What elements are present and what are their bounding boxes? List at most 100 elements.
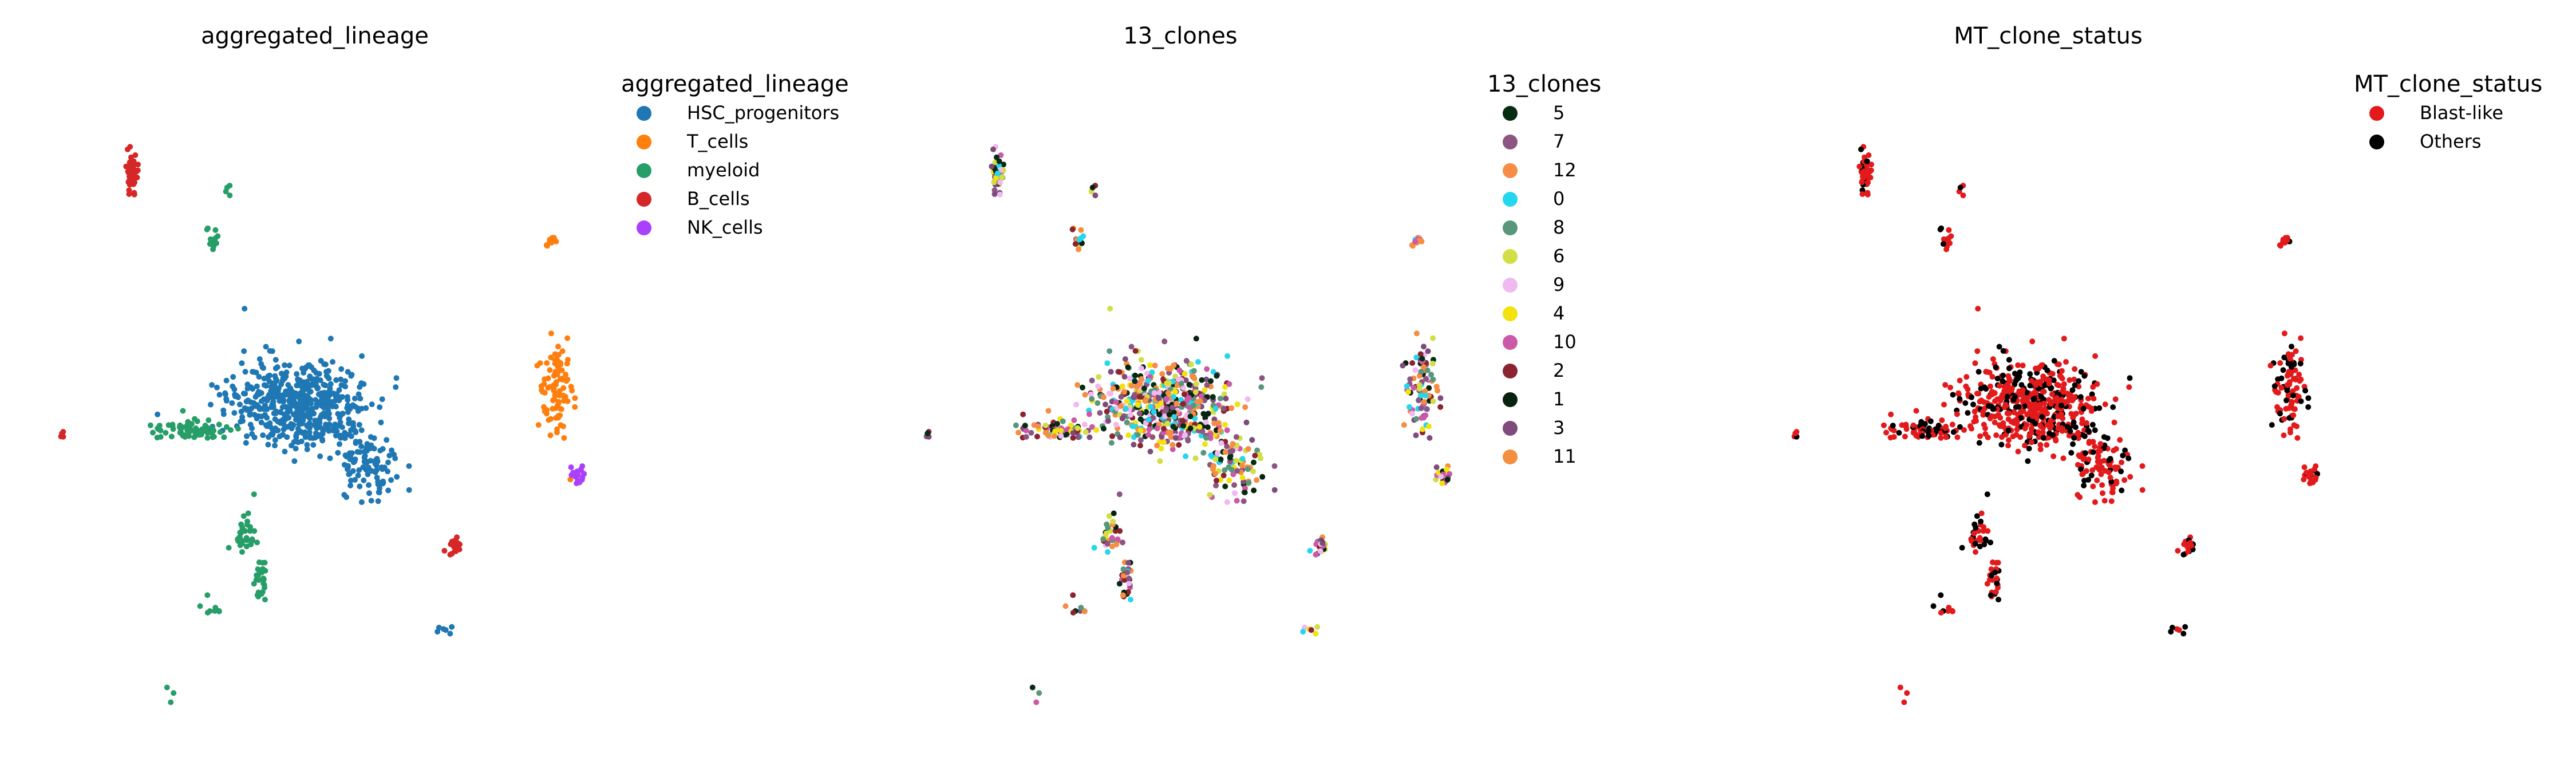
scatter-point (2121, 477, 2128, 483)
scatter-point (1175, 376, 1182, 382)
scatter-point (299, 420, 305, 427)
scatter-point (1938, 592, 1944, 598)
scatter-point (2037, 441, 2044, 448)
scatter-point (1902, 433, 1908, 440)
scatter-point (2034, 412, 2040, 418)
scatter-point (228, 427, 234, 433)
scatter-point (356, 467, 362, 474)
scatter-point (2030, 413, 2036, 419)
scatter-point (1152, 362, 1158, 369)
scatter-point (1218, 456, 1224, 463)
scatter-point (214, 384, 220, 391)
scatter-point (1170, 424, 1176, 430)
scatter-point (361, 455, 368, 461)
scatter-point (325, 403, 331, 409)
scatter-point (2122, 447, 2128, 453)
scatter-point (579, 476, 585, 483)
scatter-point (1124, 569, 1131, 575)
scatter-point (994, 170, 1001, 176)
scatter-point (554, 356, 560, 362)
scatter-point (2107, 475, 2113, 481)
scatter-point (2061, 381, 2067, 387)
scatter-point (297, 413, 303, 419)
scatter-point (224, 184, 230, 191)
scatter-point (1996, 597, 2001, 603)
scatter-point (2080, 456, 2087, 462)
scatter-point (2107, 462, 2113, 468)
scatter-point (238, 408, 244, 415)
scatter-point (369, 401, 375, 408)
legend-label: 7 (1553, 131, 1564, 152)
scatter-point (211, 236, 217, 243)
scatter-point (239, 549, 245, 555)
scatter-point (346, 416, 352, 423)
scatter-point (230, 374, 236, 380)
scatter-point (1211, 416, 1218, 423)
scatter-point (320, 395, 326, 401)
scatter-point (1949, 421, 1955, 428)
scatter-point (2273, 389, 2279, 395)
panel-13-clones: 13_clones 13_clones 5 7 12 0 8 6 9 4 10 2 1 3 11 (923, 23, 1601, 705)
scatter-point (449, 624, 455, 630)
scatter-point (1984, 491, 1990, 498)
scatter-point (1208, 452, 1214, 459)
scatter-point (1913, 408, 1919, 414)
scatter-point (1307, 547, 1313, 554)
scatter-point (378, 419, 384, 425)
scatter-point (2082, 450, 2088, 456)
scatter-point (260, 575, 267, 582)
scatter-point (329, 399, 335, 405)
scatter-point (1138, 357, 1144, 363)
scatter-point (1437, 395, 1444, 401)
scatter-point (2101, 458, 2107, 464)
scatter-point (2281, 354, 2287, 361)
scatter-point (535, 422, 542, 428)
scatter-point (1412, 239, 1419, 245)
scatter-point (1097, 410, 1103, 416)
scatter-point (286, 390, 292, 396)
scatter-point (548, 330, 554, 337)
scatter-point (1162, 413, 1168, 419)
scatter-point (2294, 435, 2301, 441)
scatter-point (194, 418, 200, 424)
scatter-point (135, 161, 141, 168)
scatter-point (223, 424, 230, 430)
scatter-point (374, 475, 380, 481)
scatter-point (1070, 435, 1076, 441)
scatter-point (388, 477, 394, 483)
scatter-point (1224, 443, 1230, 449)
scatter-point (1145, 377, 1151, 384)
scatter-point (256, 577, 262, 583)
scatter-point (1126, 580, 1132, 586)
scatter-point (254, 415, 260, 421)
scatter-point (1121, 389, 1127, 395)
scatter-point (242, 306, 248, 312)
scatter-point (2099, 482, 2105, 488)
scatter-point (350, 420, 356, 426)
scatter-point (223, 377, 230, 384)
scatter-point (2293, 348, 2299, 354)
scatter-point (1108, 440, 1115, 446)
scatter-point (1427, 435, 1433, 441)
scatter-point (1139, 376, 1144, 382)
scatter-point (280, 416, 286, 423)
scatter-point (356, 421, 362, 428)
scatter-point (1239, 456, 1246, 462)
scatter-point (2289, 399, 2295, 405)
scatter-point (284, 434, 290, 440)
scatter-point (548, 354, 554, 361)
scatter-point (1243, 419, 1250, 425)
scatter-point (2127, 375, 2133, 381)
scatter-point (2289, 344, 2294, 350)
scatter-point (306, 414, 312, 420)
scatter-point (552, 369, 559, 375)
legend-marker (1503, 249, 1518, 264)
scatter-point (1167, 366, 1174, 372)
scatter-point (1170, 404, 1176, 411)
scatter-point (302, 429, 308, 435)
scatter-point (347, 456, 353, 462)
scatter-point (368, 458, 374, 464)
scatter-point (558, 406, 564, 412)
scatter-point (1946, 227, 1952, 233)
scatter-point (125, 179, 132, 186)
